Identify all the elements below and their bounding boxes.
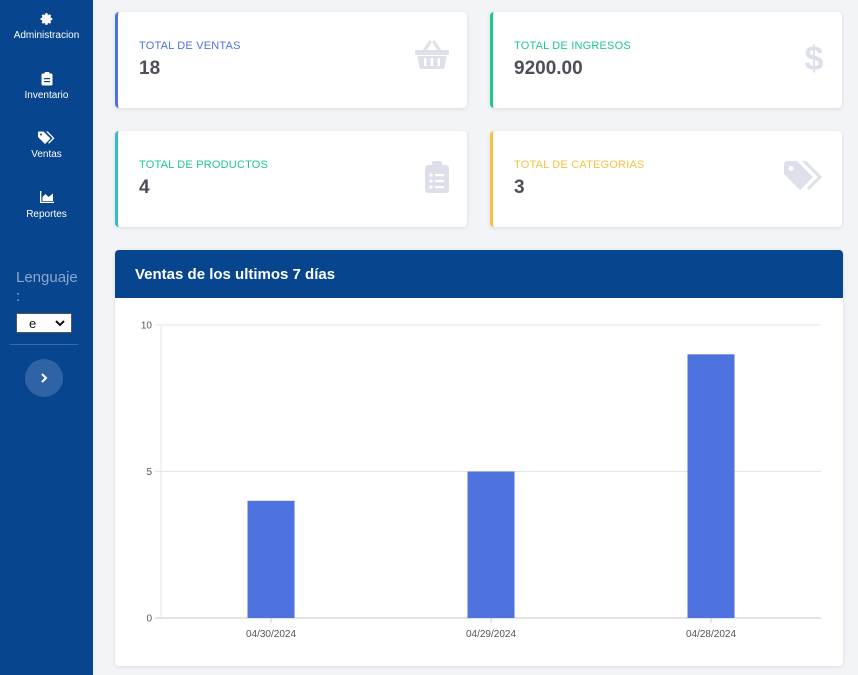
stat-card-categorias: TOTAL DE CATEGORIAS 3 <box>490 131 842 227</box>
x-tick-label: 04/30/2024 <box>246 629 296 640</box>
sidebar-item-label: Administracion <box>13 30 80 41</box>
basket-icon <box>415 40 449 75</box>
stat-value: 18 <box>139 58 161 79</box>
gear-icon <box>0 12 93 26</box>
sidebar-divider <box>10 344 78 345</box>
sidebar-item-inventario[interactable]: Inventario <box>0 72 93 102</box>
stat-value: 9200.00 <box>514 58 583 79</box>
clipboard-icon <box>0 72 93 86</box>
sidebar-item-ventas[interactable]: Ventas <box>0 131 93 161</box>
sidebar-item-label: Inventario <box>24 90 69 101</box>
stat-title: TOTAL DE INGRESOS <box>514 40 631 52</box>
language-select[interactable]: e <box>16 313 72 333</box>
sidebar-item-label: Ventas <box>31 149 62 160</box>
y-tick-label: 10 <box>141 321 153 332</box>
chart-title: Ventas de los ultimos 7 días <box>115 250 843 298</box>
stat-value: 3 <box>514 177 525 198</box>
stat-title: TOTAL DE VENTAS <box>139 40 241 52</box>
stat-value: 4 <box>139 177 150 198</box>
bar <box>467 471 515 618</box>
y-tick-label: 5 <box>146 467 152 478</box>
stat-card-ventas: TOTAL DE VENTAS 18 <box>115 12 467 108</box>
clipboard-list-icon <box>425 161 449 198</box>
stat-card-ingresos: TOTAL DE INGRESOS 9200.00 $ <box>490 12 842 108</box>
tags-icon <box>0 131 93 145</box>
x-tick-label: 04/29/2024 <box>466 629 516 640</box>
x-tick-label: 04/28/2024 <box>686 629 736 640</box>
language-label: Lenguaje : <box>16 269 78 305</box>
sales-bar-chart: 0 5 10 04/30/2024 04/29/2024 04/28/2024 <box>141 321 821 640</box>
chevron-down-icon <box>55 319 65 326</box>
stat-title: TOTAL DE PRODUCTOS <box>139 159 269 171</box>
dollar-icon: $ <box>804 40 824 79</box>
y-tick-label: 0 <box>146 614 152 625</box>
bar <box>247 500 295 618</box>
stat-title: TOTAL DE CATEGORIAS <box>514 159 645 171</box>
sidebar-item-label: Reportes <box>26 209 67 220</box>
tags-icon <box>784 161 824 198</box>
stat-card-productos: TOTAL DE PRODUCTOS 4 <box>115 131 467 227</box>
area-chart-icon <box>0 191 93 205</box>
svg-text:$: $ <box>805 40 824 74</box>
bar <box>687 354 735 618</box>
sidebar-toggle-button[interactable] <box>25 359 63 397</box>
sidebar: Administracion Inventario Ventas Reporte… <box>0 0 93 675</box>
sidebar-item-administracion[interactable]: Administracion <box>0 12 93 42</box>
language-select-value: e <box>29 315 37 331</box>
sidebar-item-reportes[interactable]: Reportes <box>0 191 93 221</box>
chevron-right-icon <box>41 373 48 383</box>
sales-chart-card: Ventas de los ultimos 7 días 0 5 10 04/30/2… <box>115 250 843 666</box>
